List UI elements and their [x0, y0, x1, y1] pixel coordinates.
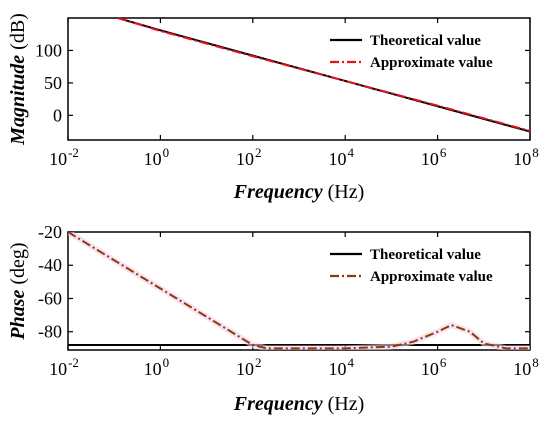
- magnitude-x-axis-label: Frequency (Hz): [233, 181, 365, 203]
- magnitude-legend-label: Theoretical value: [370, 33, 481, 49]
- phase-x-tick-label: 108: [513, 355, 539, 379]
- phase-y-tick-label: -40: [38, 255, 62, 275]
- magnitude-chart: 10-2 100 102 104 106 108 100 50 0 Theoretical val…: [7, 13, 539, 203]
- magnitude-y-tick-label: 50: [44, 73, 62, 93]
- phase-x-tick-label: 10-2: [49, 355, 79, 379]
- magnitude-x-tick-label: 104: [328, 145, 354, 169]
- phase-x-axis-label: Frequency (Hz): [233, 393, 365, 415]
- phase-y-tick-label: -20: [38, 222, 62, 242]
- magnitude-y-tick-label: 0: [53, 105, 62, 125]
- magnitude-x-tick-label: 106: [421, 145, 447, 169]
- magnitude-x-tick-label: 10-2: [49, 145, 79, 169]
- magnitude-x-tick-label: 102: [236, 145, 261, 169]
- phase-chart: 10-2 100 102 104 106 108 -20 -40 -60 -80 Theoretic…: [7, 222, 539, 415]
- magnitude-series-approximate: [117, 18, 530, 132]
- magnitude-x-tick-label: 108: [513, 145, 539, 169]
- phase-x-tick-label: 104: [328, 355, 354, 379]
- phase-x-tick-label: 102: [236, 355, 261, 379]
- phase-y-axis-label: Phase(deg): [7, 242, 29, 340]
- magnitude-x-tick-label: 100: [144, 145, 170, 169]
- magnitude-legend-label: Approximate value: [370, 55, 493, 71]
- magnitude-y-tick-label: 100: [35, 40, 62, 60]
- phase-x-tick-label: 106: [421, 355, 447, 379]
- phase-y-tick-label: -80: [38, 322, 62, 342]
- phase-legend-label: Theoretical value: [370, 247, 481, 263]
- phase-y-tick-label: -60: [38, 288, 62, 308]
- magnitude-y-axis-label: Magnitude(dB): [7, 13, 29, 146]
- phase-series-approximate: [68, 232, 530, 350]
- phase-x-tick-label: 100: [144, 355, 170, 379]
- phase-legend-label: Approximate value: [370, 269, 493, 285]
- magnitude-axes-box: [67, 17, 531, 141]
